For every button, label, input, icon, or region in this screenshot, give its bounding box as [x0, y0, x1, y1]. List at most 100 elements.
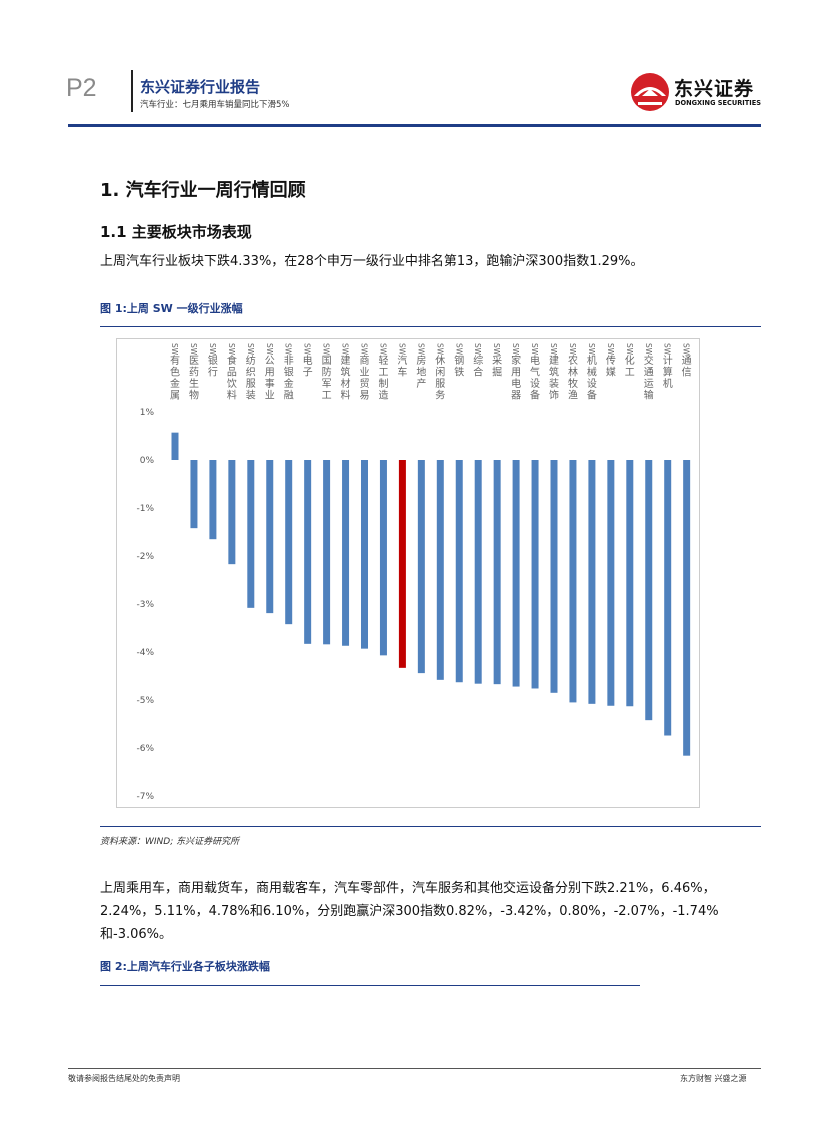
bar: [304, 460, 312, 644]
category-prefix-label: SW: [511, 343, 520, 356]
category-prefix-label: SW: [246, 343, 255, 356]
bar: [361, 460, 368, 649]
category-prefix-label: SW: [189, 343, 198, 356]
y-tick-label: -1%: [136, 504, 154, 514]
category-label: 家用电器: [511, 354, 521, 402]
figure-1-title: 图 1:上周 SW 一级行业涨幅: [100, 302, 243, 315]
paragraph-line-1: 上周乘用车，商用载货车，商用载客车，汽车零部件，汽车服务和其他交运设备分别下跌2…: [100, 881, 716, 896]
bar: [379, 460, 387, 656]
bar: [683, 460, 691, 756]
bar: [171, 432, 179, 460]
industry-returns-chart: 1%0%-1%-2%-3%-4%-5%-6%-7%SW有色金属SW医药生物SW银…: [136, 343, 692, 802]
category-prefix-label: SW: [606, 343, 615, 356]
category-label: 房地产: [416, 354, 426, 390]
bar: [247, 460, 255, 608]
report-title: 东兴证券行业报告: [140, 78, 261, 96]
bar: [550, 460, 558, 693]
bar: [342, 460, 350, 646]
figure-1-rule: [100, 326, 761, 327]
footer-slogan: 东方财智 兴盛之源: [680, 1074, 747, 1083]
bar: [436, 460, 444, 680]
category-label: 有色金属: [170, 354, 180, 402]
category-label: 轻工制造: [378, 354, 388, 402]
category-prefix-label: SW: [663, 343, 672, 356]
category-prefix-label: SW: [303, 343, 312, 356]
y-tick-label: 1%: [140, 408, 155, 418]
category-prefix-label: SW: [416, 343, 425, 356]
category-prefix-label: SW: [360, 343, 369, 356]
category-label: 计算机: [663, 354, 673, 390]
category-label: 国防军工: [322, 355, 332, 402]
category-label: 商业贸易: [360, 354, 370, 402]
chart-frame: [116, 338, 700, 808]
subsection-heading: 1.1 主要板块市场表现: [100, 223, 252, 241]
header-divider: [131, 70, 133, 112]
y-tick-label: 0%: [140, 456, 155, 466]
category-label: 传媒: [606, 355, 616, 379]
category-label: 采掘: [492, 355, 502, 379]
category-prefix-label: SW: [378, 343, 387, 356]
y-tick-label: -7%: [136, 792, 154, 802]
category-prefix-label: SW: [341, 343, 350, 356]
section-heading: 1. 汽车行业一周行情回顾: [100, 180, 306, 201]
y-tick-label: -2%: [136, 552, 154, 562]
header-rule: [68, 124, 761, 127]
category-label: 休闲服务: [435, 355, 445, 402]
category-label: 纺织服装: [246, 354, 256, 402]
category-prefix-label: SW: [568, 343, 577, 356]
paragraph-line-2: 2.24%，5.11%，4.78%和6.10%，分别跑赢沪深300指数0.82%…: [100, 904, 719, 919]
category-prefix-label: SW: [549, 343, 558, 356]
bar: [209, 460, 217, 540]
category-prefix-label: SW: [227, 343, 236, 356]
bar: [455, 460, 463, 683]
category-label: 建筑装饰: [549, 354, 559, 402]
category-label: 医药生物: [189, 355, 199, 402]
bar: [588, 460, 596, 704]
category-label: 化工: [625, 354, 635, 379]
category-label: 机械设备: [587, 354, 597, 402]
report-subtitle: 汽车行业：七月乘用车销量同比下滑5%: [140, 100, 290, 110]
bar: [645, 460, 653, 721]
category-prefix-label: SW: [170, 343, 179, 356]
category-prefix-label: SW: [397, 343, 406, 356]
category-label: 建筑材料: [341, 354, 351, 402]
category-label: 交通运输: [644, 354, 654, 402]
bar: [323, 460, 331, 645]
footer-rule: [68, 1068, 761, 1069]
figure-source: 资料来源：WIND; 东兴证券研究所: [100, 837, 240, 847]
category-label: 食品饮料: [227, 354, 237, 402]
category-prefix-label: SW: [473, 343, 482, 356]
page-number: P2: [66, 74, 97, 102]
bar: [664, 460, 672, 736]
category-prefix-label: SW: [265, 343, 274, 356]
bar: [531, 460, 539, 689]
y-tick-label: -3%: [136, 600, 154, 610]
bar: [285, 460, 293, 625]
y-tick-label: -5%: [136, 696, 154, 706]
category-label: 钢铁: [454, 354, 464, 379]
bar: [266, 460, 274, 614]
category-label: 综合: [473, 354, 483, 379]
bar: [626, 460, 634, 707]
category-label: 非银金融: [284, 355, 294, 402]
category-label: 银行: [208, 354, 218, 379]
bar: [474, 460, 482, 684]
category-label: 电子: [303, 354, 313, 379]
footer-disclaimer: 敬请参阅报告结尾处的免责声明: [68, 1074, 180, 1083]
paragraph-summary: 上周汽车行业板块下跌4.33%，在28个申万一级行业中排名第13，跑输沪深300…: [100, 254, 644, 269]
company-logo-icon: [631, 73, 669, 111]
category-prefix-label: SW: [682, 343, 691, 356]
logo-text-cn: 东兴证券: [674, 78, 755, 100]
y-tick-label: -4%: [136, 648, 154, 658]
bar: [607, 460, 615, 706]
bar: [190, 460, 198, 529]
bar: [398, 460, 406, 668]
logo-text-en: DONGXING SECURITIES: [675, 99, 761, 107]
category-label: 农林牧渔: [568, 354, 578, 402]
category-prefix-label: SW: [492, 343, 501, 356]
category-prefix-label: SW: [435, 343, 444, 356]
category-label: 汽车: [397, 354, 407, 379]
category-label: 通信: [682, 355, 692, 379]
category-label: 公用事业: [265, 356, 275, 402]
bar: [512, 460, 520, 687]
